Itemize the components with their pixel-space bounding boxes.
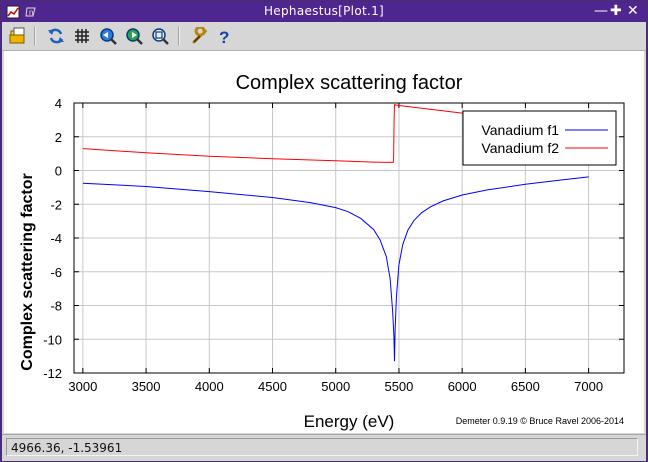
x-tick-label: 3500 [132,379,161,394]
maximize-icon[interactable]: ✚ [610,3,622,19]
series-line-f2 [82,104,589,163]
refresh-button[interactable] [46,26,66,46]
svg-text:n: n [29,8,33,17]
legend: Vanadium f1 Vanadium f2 [462,110,617,166]
refresh-icon [48,28,64,44]
series-line-f1 [82,176,589,362]
window-title: Hephaestus[Plot.1] [263,4,384,18]
status-bar: 4966.36, -1.53961 [2,434,646,461]
minimize-icon[interactable]: — [594,3,608,19]
zoom-forward-icon [126,28,143,45]
y-tick-label: -6 [50,265,62,280]
wrench-icon [192,27,208,44]
x-axis-label: Energy (eV) [304,412,395,431]
close-icon[interactable]: ✕ [627,3,639,19]
svg-text:?: ? [219,28,229,45]
chart-title: Complex scattering factor [236,72,463,94]
grid-button[interactable] [72,26,92,46]
open-icon [9,27,25,44]
x-tick-label: 3000 [68,379,97,394]
y-tick-label: -4 [50,231,62,246]
y-tick-label: 0 [55,164,62,179]
plot-area[interactable]: 3000 3500 4000 4500 5000 5500 6000 6500 7000 -12 -… [4,51,644,433]
chart[interactable]: 3000 3500 4000 4500 5000 5500 6000 6500 7000 -12 -… [4,51,644,433]
y-axis-label: Complex scattering factor [19,173,36,370]
zoom-back-button[interactable] [98,26,118,46]
zoom-reset-icon [152,28,169,45]
toolbar-separator [178,27,180,45]
cursor-coordinates: 4966.36, -1.53961 [6,438,638,456]
y-tick-label: -2 [50,197,62,212]
y-tick-label: -8 [50,299,62,314]
y-tick-label: -10 [43,332,62,347]
grid-icon [75,29,89,43]
legend-box [462,110,617,166]
title-bar[interactable]: n Hephaestus[Plot.1] — ✚ ✕ [2,2,646,22]
series [82,104,589,362]
legend-label: Vanadium f1 [481,122,559,138]
x-tick-label: 7000 [574,379,603,394]
x-tick-label: 6000 [448,379,477,394]
chart-background [4,51,644,433]
y-tick-label: 4 [55,96,62,111]
toolbar: ? [2,22,646,51]
x-tick-label: 4500 [258,379,287,394]
ticks: 3000 3500 4000 4500 5000 5500 6000 6500 7000 -12 -… [43,96,624,394]
x-tick-label: 5000 [321,379,350,394]
help-icon: ? [219,28,229,45]
zoom-back-icon [100,28,117,45]
x-tick-label: 4000 [195,379,224,394]
window-menu-icon[interactable]: n [24,5,38,19]
y-tick-label: -12 [43,366,62,381]
legend-label: Vanadium f2 [481,140,559,156]
y-tick-label: 2 [55,130,62,145]
zoom-reset-button[interactable] [150,26,170,46]
zoom-forward-button[interactable] [124,26,144,46]
x-tick-label: 6500 [511,379,540,394]
settings-button[interactable] [190,26,210,46]
x-tick-label: 5500 [384,379,413,394]
app-icon [6,5,20,19]
toolbar-separator [34,27,36,45]
footer-credit: Demeter 0.9.19 © Bruce Ravel 2006-2014 [456,416,624,426]
open-button[interactable] [8,26,28,46]
help-button[interactable]: ? [214,26,234,46]
